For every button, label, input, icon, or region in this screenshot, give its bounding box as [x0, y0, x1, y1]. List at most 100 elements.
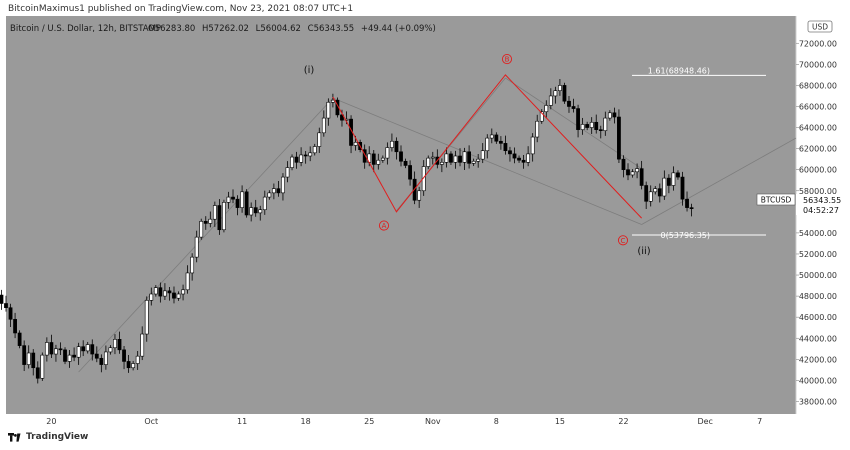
y-tick-label-10: 58000.00	[799, 187, 837, 196]
candle-body	[458, 155, 462, 163]
candle-body	[544, 105, 549, 113]
candle-body	[421, 166, 426, 192]
x-tick-label-10: 7	[757, 417, 762, 426]
candle-body	[498, 140, 503, 144]
candle-body	[548, 95, 553, 106]
candle-body	[231, 196, 235, 200]
legend-c-label: C	[308, 24, 314, 34]
candle-body	[249, 207, 254, 216]
candle-body	[35, 367, 40, 379]
candle-body	[403, 160, 408, 166]
y-tick-label-11: 60000.00	[799, 166, 837, 175]
x-tick-label-6: 8	[494, 417, 499, 426]
candle-body	[521, 159, 526, 163]
candle-body	[85, 344, 90, 352]
legend-o-value: 56283.80	[155, 24, 196, 34]
candle-body	[462, 151, 467, 163]
price-tag-price-box	[796, 194, 850, 215]
candle-body	[653, 188, 658, 193]
candle-body	[203, 221, 208, 224]
candle-body	[235, 198, 240, 208]
tradingview-logo-icon[interactable]	[8, 432, 22, 442]
channel-line-1	[332, 97, 642, 225]
currency-badge[interactable]: USD	[812, 23, 828, 32]
candle-body	[312, 146, 317, 154]
footer-brand[interactable]: TradingView	[26, 432, 89, 442]
candle-body	[626, 169, 630, 176]
candle-body	[190, 256, 195, 274]
candle-body	[240, 191, 244, 208]
candle-body	[567, 100, 571, 107]
legend-change: +49.44 (+0.09%)	[361, 24, 436, 34]
x-tick-label-1: Oct	[144, 417, 158, 426]
candle-body	[226, 196, 231, 203]
candle-body	[585, 124, 590, 128]
candle-body	[353, 141, 358, 146]
candle-body	[607, 112, 612, 119]
x-tick-label-3: 18	[301, 417, 311, 426]
y-tick-label-15: 68000.00	[799, 81, 837, 90]
candle-body	[72, 354, 76, 358]
candlestick-chart[interactable]: 1.61(68948.46) 0(53796.35) (i) (ii) A B C 3800…	[0, 16, 850, 428]
candle-body	[17, 332, 22, 346]
candle-body	[394, 140, 399, 153]
candle-body	[54, 348, 58, 355]
candle-body	[212, 205, 217, 220]
candle-body	[444, 153, 449, 163]
candle-body	[571, 106, 576, 109]
candle-body	[122, 349, 126, 362]
x-tick-label-0: 20	[46, 417, 56, 426]
price-tag-countdown: 04:52:27	[803, 206, 839, 215]
candle-body	[430, 156, 435, 159]
x-tick-label-2: 11	[237, 417, 247, 426]
channel-line-2	[641, 137, 797, 225]
candle-body	[308, 152, 313, 157]
candle-body	[49, 342, 54, 355]
y-tick-label-4: 46000.00	[799, 313, 837, 322]
candle-body	[90, 344, 95, 355]
legend-h-label: H	[202, 24, 208, 34]
candle-body	[267, 192, 272, 198]
candle-body	[285, 167, 290, 178]
candle-body	[63, 349, 67, 362]
candle-body	[680, 176, 685, 200]
candle-body	[158, 287, 163, 297]
y-tick-label-17: 72000.00	[799, 39, 837, 48]
legend-h-value: 57262.02	[208, 24, 249, 34]
candle-body	[172, 292, 176, 299]
wave-label-b-circle	[501, 54, 513, 65]
candle-body	[326, 101, 331, 119]
candle-body	[276, 188, 281, 194]
candle-body	[580, 124, 585, 130]
candle-body	[503, 143, 508, 152]
channel-line-0	[78, 97, 334, 373]
candle-body	[417, 190, 422, 201]
candle-body	[67, 354, 72, 362]
y-tick-label-7: 52000.00	[799, 250, 837, 259]
candle-body	[385, 147, 390, 159]
candle-body	[426, 157, 431, 167]
candle-body	[44, 342, 49, 356]
candle-body	[76, 346, 81, 358]
candle-body	[167, 290, 172, 294]
legend-l-label: L	[256, 24, 261, 34]
candle-body	[657, 188, 662, 197]
candle-body	[644, 185, 649, 202]
candle-body	[290, 156, 294, 168]
candle-body	[26, 352, 31, 365]
candle-body	[81, 346, 86, 352]
candle-body	[562, 85, 567, 102]
candle-body	[294, 156, 299, 163]
candle-body	[340, 114, 344, 121]
legend-l-value: 56004.62	[260, 24, 301, 34]
footer: TradingView	[8, 432, 88, 442]
candle-body	[149, 293, 154, 301]
candle-body	[222, 202, 226, 231]
candle-body	[439, 162, 444, 165]
y-tick-label-5: 48000.00	[799, 292, 837, 301]
candle-body	[0, 294, 4, 304]
fib-label-upper: 1.61(68948.46)	[648, 66, 710, 75]
candle-body	[185, 272, 190, 291]
candle-body	[603, 117, 608, 132]
candle-body	[217, 205, 222, 231]
